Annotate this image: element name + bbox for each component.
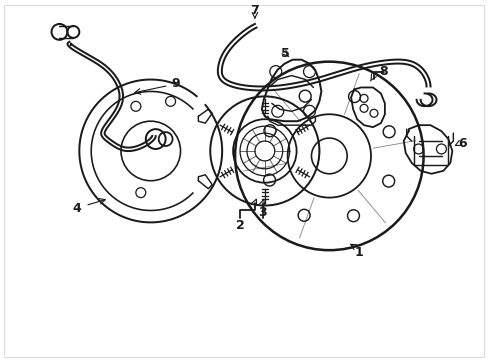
Text: 1: 1 bbox=[354, 246, 363, 258]
Text: 5: 5 bbox=[281, 47, 289, 60]
Text: 7: 7 bbox=[250, 4, 259, 17]
Text: 9: 9 bbox=[171, 77, 180, 90]
Text: 4: 4 bbox=[72, 202, 81, 215]
Text: 6: 6 bbox=[457, 136, 466, 149]
Text: 3: 3 bbox=[258, 206, 266, 219]
Text: 2: 2 bbox=[235, 219, 244, 232]
Text: 8: 8 bbox=[379, 65, 387, 78]
